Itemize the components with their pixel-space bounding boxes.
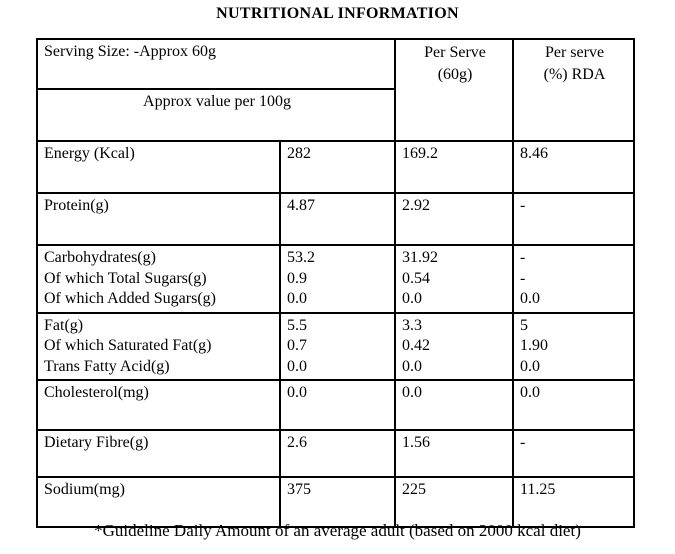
- nutrient-label: Carbohydrates(g): [44, 249, 156, 266]
- nutrient-label: Fat(g): [44, 316, 84, 334]
- rda-value: -: [520, 434, 526, 451]
- table-row-cholesterol: Cholesterol(mg) 0.0 0.0 0.0: [36, 379, 636, 431]
- per-100g-value: 0.0: [287, 384, 307, 401]
- header-row-serving-size: Serving Size: -Approx 60g Per Serve (60g…: [35, 38, 636, 142]
- table-row-carbohydrates: Carbohydrates(g) Of which Total Sugars(g…: [36, 244, 636, 314]
- rda-value: -: [520, 197, 526, 214]
- table-row-fat: Fat(g) Of which Saturated Fat(g) Trans F…: [36, 311, 636, 381]
- per-serve-value: 0.0: [402, 290, 423, 307]
- header-row-approx-value: Approx value per 100g: [35, 88, 634, 142]
- per-serve-value: 3.3: [402, 316, 423, 334]
- rda-value: 1.90: [520, 337, 549, 354]
- nutrient-sublabel: Of which Total Sugars(g): [44, 269, 207, 287]
- per-serve-value: 225: [402, 481, 427, 498]
- nutrient-label-cell: Cholesterol(mg): [36, 379, 281, 431]
- per-100g-cell: 53.2 0.9 0.0: [278, 244, 397, 314]
- per-100g-cell: 2.6: [278, 429, 397, 478]
- rda-cell: -: [512, 192, 636, 246]
- per-100g-value: 282: [287, 145, 311, 162]
- per-serve-value: 0.54: [402, 269, 431, 287]
- per-100g-cell: 282: [278, 140, 397, 194]
- per-100g-value: 0.0: [287, 290, 307, 307]
- nutrient-label-cell: Protein(g): [36, 192, 281, 246]
- per-serve-value: 1.56: [402, 434, 431, 451]
- per-100g-value: 0.9: [287, 269, 307, 287]
- rda-value: 5: [520, 316, 529, 334]
- rda-value: 11.25: [520, 481, 556, 498]
- guideline-footnote: *Guideline Daily Amount of an average ad…: [94, 521, 581, 540]
- rda-cell: 11.25: [512, 476, 636, 528]
- per-serve-value: 169.2: [402, 145, 439, 162]
- table-row-energy: Energy (Kcal) 282 169.2 8.46: [36, 140, 636, 194]
- nutrient-label: Energy (Kcal): [44, 145, 135, 162]
- per-100g-value: 53.2: [287, 249, 315, 266]
- per-serve-value: 31.92: [402, 249, 439, 266]
- per-serve-cell: 3.3 0.42 0.0: [394, 311, 515, 381]
- serving-size-cell: Serving Size: -Approx 60g: [35, 38, 397, 90]
- nutrient-label-cell: Dietary Fibre(g): [36, 429, 281, 478]
- per-100g-cell: 0.0: [278, 379, 397, 431]
- per-serve-header-line1: Per Serve: [424, 44, 486, 61]
- per-serve-cell: 31.92 0.54 0.0: [394, 244, 515, 314]
- nutrient-label-cell: Fat(g) Of which Saturated Fat(g) Trans F…: [36, 311, 281, 381]
- per-serve-cell: 0.0: [394, 379, 515, 431]
- per-serve-header-cell: Per Serve (60g): [394, 38, 515, 142]
- per-serve-value: 0.0: [402, 357, 423, 375]
- page-title: NUTRITIONAL INFORMATION: [216, 5, 459, 22]
- rda-value: 0.0: [520, 384, 541, 401]
- per-serve-value: 2.92: [402, 197, 431, 214]
- per-serve-rda-header-cell: Per serve (%) RDA: [512, 38, 636, 142]
- per-serve-cell: 225: [394, 476, 515, 528]
- nutrition-table: Serving Size: -Approx 60g Per Serve (60g…: [35, 38, 636, 528]
- per-100g-value: 2.6: [287, 434, 307, 451]
- nutrient-sublabel: Trans Fatty Acid(g): [44, 357, 170, 375]
- per-100g-cell: 375: [278, 476, 397, 528]
- per-100g-value: 4.87: [287, 197, 315, 214]
- rda-value: 0.0: [520, 357, 541, 375]
- per-serve-cell: 1.56: [394, 429, 515, 478]
- per-100g-cell: 5.5 0.7 0.0: [278, 311, 397, 381]
- rda-cell: - - 0.0: [512, 244, 636, 314]
- rda-cell: -: [512, 429, 636, 478]
- nutrient-label-cell: Energy (Kcal): [36, 140, 281, 194]
- nutrient-label: Protein(g): [44, 197, 109, 214]
- per-100g-cell: 4.87: [278, 192, 397, 246]
- nutrient-label: Sodium(mg): [44, 481, 125, 498]
- table-row-sodium: Sodium(mg) 375 225 11.25: [36, 476, 636, 528]
- nutrient-label-cell: Carbohydrates(g) Of which Total Sugars(g…: [36, 244, 281, 314]
- per-100g-value: 5.5: [287, 316, 307, 334]
- nutrient-sublabel: Of which Saturated Fat(g): [44, 337, 212, 354]
- per-100g-value: 375: [287, 481, 311, 498]
- rda-value: -: [520, 249, 526, 266]
- rda-value: 8.46: [520, 145, 549, 162]
- per-serve-cell: 169.2: [394, 140, 515, 194]
- per-serve-rda-header-line1: Per serve: [544, 44, 605, 61]
- rda-cell: 8.46: [512, 140, 636, 194]
- rda-cell: 5 1.90 0.0: [512, 311, 636, 381]
- per-100g-value: 0.0: [287, 357, 307, 375]
- rda-value: 0.0: [520, 290, 541, 307]
- rda-value: -: [520, 269, 526, 287]
- nutrient-sublabel: Of which Added Sugars(g): [44, 290, 216, 307]
- nutrient-label-cell: Sodium(mg): [36, 476, 281, 528]
- per-serve-cell: 2.92: [394, 192, 515, 246]
- per-serve-header-line2: (60g): [437, 66, 473, 83]
- per-serve-rda-header-line2: (%) RDA: [543, 66, 606, 83]
- per-100g-value: 0.7: [287, 337, 307, 354]
- rda-cell: 0.0: [512, 379, 636, 431]
- per-serve-value: 0.0: [402, 384, 423, 401]
- nutrient-label: Dietary Fibre(g): [44, 434, 149, 451]
- approx-value-cell: Approx value per 100g: [35, 88, 397, 142]
- per-serve-value: 0.42: [402, 337, 431, 354]
- nutrient-label: Cholesterol(mg): [44, 384, 149, 401]
- table-row-dietary-fibre: Dietary Fibre(g) 2.6 1.56 -: [36, 429, 636, 478]
- table-row-protein: Protein(g) 4.87 2.92 -: [36, 192, 636, 246]
